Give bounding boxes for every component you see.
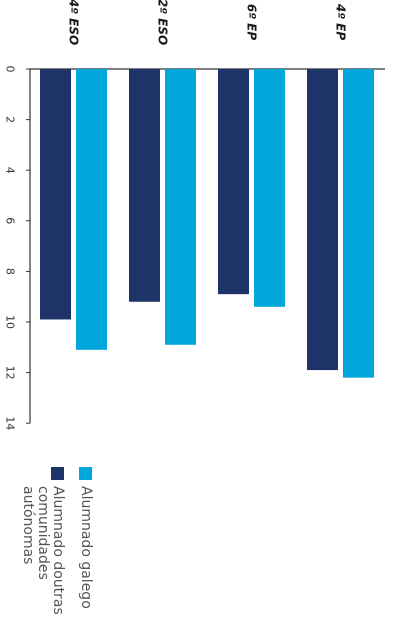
- bar: [129, 69, 160, 302]
- bar: [254, 69, 285, 307]
- category-label: 4º EP: [334, 3, 348, 40]
- legend-label: comunidades: [35, 486, 51, 580]
- bar: [218, 69, 249, 295]
- tick-label: 2: [4, 116, 17, 123]
- legend-swatch: [79, 467, 92, 480]
- tick-label: 12: [4, 366, 17, 380]
- tick-label: 14: [4, 416, 17, 430]
- category-labels: 4º ESO 2º ESO 6º EP 4º EP: [67, 0, 348, 45]
- legend: Alumnado galego Alumnado doutrascomunidad…: [20, 467, 94, 615]
- tick-label: 8: [4, 268, 17, 275]
- category-label: 2º ESO: [156, 0, 170, 45]
- bar: [76, 69, 107, 350]
- tick-label: 4: [4, 167, 17, 174]
- category-label: 6º EP: [245, 4, 259, 40]
- legend-swatch: [51, 467, 64, 480]
- tick-label: 6: [4, 217, 17, 224]
- category-label: 4º ESO: [67, 0, 81, 45]
- bar: [165, 69, 196, 345]
- bar: [343, 69, 374, 378]
- tick-label: 0: [4, 66, 17, 73]
- bar: [40, 69, 71, 320]
- legend-label: Alumnado doutras: [50, 486, 66, 615]
- bar: [307, 69, 338, 371]
- tick-label: 10: [4, 315, 17, 329]
- legend-label: autónomas: [20, 486, 36, 564]
- legend-label: Alumnado galego: [78, 486, 94, 609]
- bars: [40, 69, 374, 378]
